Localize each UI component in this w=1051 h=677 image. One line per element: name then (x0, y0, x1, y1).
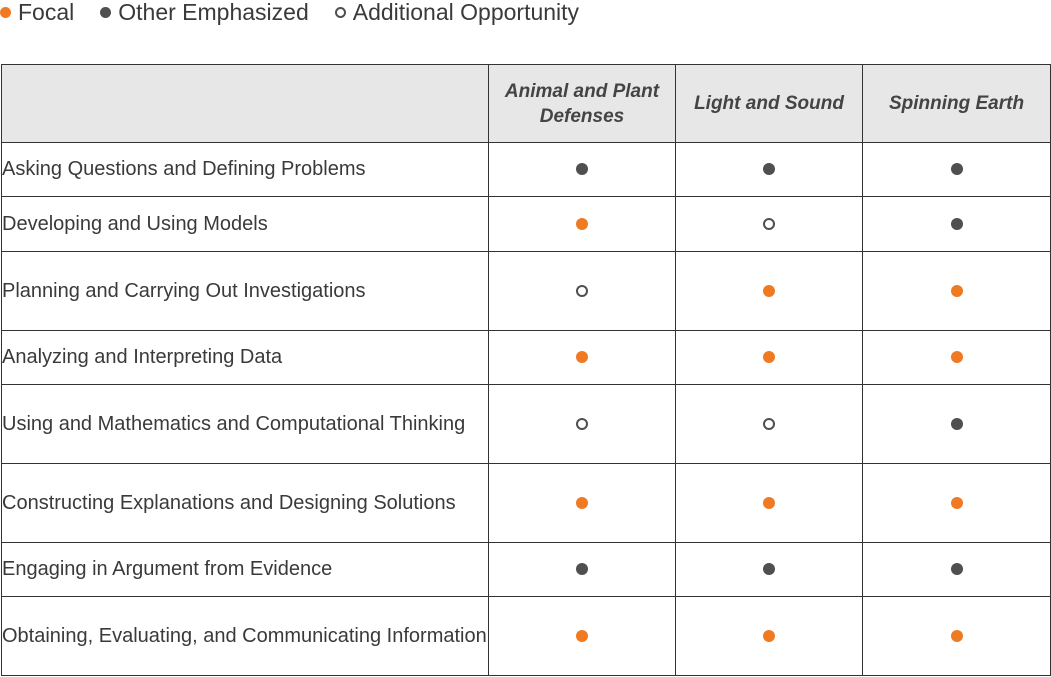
mark-cell (488, 251, 676, 331)
table-row: Obtaining, Evaluating, and Communicating… (1, 596, 1051, 676)
practice-label: Asking Questions and Defining Problems (1, 142, 489, 197)
mark-cell (862, 330, 1051, 385)
mark-cell (488, 596, 676, 676)
focal-dot-icon (576, 629, 588, 642)
emphasized-dot-icon (576, 563, 588, 576)
legend-label: Focal (18, 0, 75, 25)
legend-label: Other Emphasized (118, 0, 309, 25)
table-body: Asking Questions and Defining Problems De… (1, 142, 1051, 676)
mark-cell (675, 142, 863, 197)
focal-dot-icon (576, 496, 588, 509)
header-empty-cell (1, 64, 489, 143)
practice-label: Using and Mathematics and Computational … (1, 384, 489, 464)
emphasized-dot-icon (763, 563, 775, 576)
legend-item-other-emphasized: Other Emphasized (100, 0, 309, 26)
practice-label: Planning and Carrying Out Investigations (1, 251, 489, 331)
legend-item-additional-opportunity: Additional Opportunity (334, 0, 580, 26)
practice-label: Obtaining, Evaluating, and Communicating… (1, 596, 489, 676)
focal-dot-icon (950, 284, 963, 297)
focal-dot-icon (950, 496, 963, 509)
focal-dot-icon (763, 496, 775, 509)
mark-cell (675, 542, 863, 597)
emphasized-dot-icon (950, 563, 963, 576)
table-row: Engaging in Argument from Evidence (1, 542, 1051, 597)
open-circle-icon (763, 417, 775, 430)
open-circle-icon (576, 284, 588, 297)
practice-label: Constructing Explanations and Designing … (1, 463, 489, 543)
mark-cell (862, 384, 1051, 464)
focal-dot-icon (950, 629, 963, 642)
mark-cell (862, 196, 1051, 252)
table-row: Constructing Explanations and Designing … (1, 463, 1051, 543)
table-row: Developing and Using Models (1, 196, 1051, 252)
mark-cell (488, 542, 676, 597)
mark-cell (862, 596, 1051, 676)
emphasized-dot-icon (576, 163, 588, 176)
column-header: Light and Sound (675, 64, 863, 143)
emphasized-dot-icon (950, 217, 963, 230)
legend-item-focal: Focal (0, 0, 74, 26)
mark-cell (488, 463, 676, 543)
open-circle-icon (763, 217, 775, 230)
focal-dot-icon (763, 629, 775, 642)
emphasized-dot-icon (100, 6, 112, 18)
mark-cell (675, 463, 863, 543)
mark-cell (862, 463, 1051, 543)
column-header: Animal and Plant Defenses (488, 64, 676, 143)
table-row: Planning and Carrying Out Investigations (1, 251, 1051, 331)
open-circle-icon (576, 417, 588, 430)
mark-cell (675, 196, 863, 252)
focal-dot-icon (0, 6, 11, 18)
emphasized-dot-icon (950, 417, 963, 430)
header-row: Animal and Plant Defenses Light and Soun… (1, 64, 1051, 143)
table-row: Analyzing and Interpreting Data (1, 330, 1051, 385)
mark-cell (675, 384, 863, 464)
mark-cell (675, 596, 863, 676)
legend: Focal Other Emphasized Additional Opport… (0, 0, 605, 26)
open-circle-icon (334, 6, 346, 18)
mark-cell (675, 251, 863, 331)
mark-cell (488, 142, 676, 197)
mark-cell (862, 142, 1051, 197)
practice-label: Developing and Using Models (1, 196, 489, 252)
focal-dot-icon (576, 217, 588, 230)
mark-cell (488, 330, 676, 385)
emphasized-dot-icon (763, 163, 775, 176)
mark-cell (675, 330, 863, 385)
table-row: Using and Mathematics and Computational … (1, 384, 1051, 464)
focal-dot-icon (763, 284, 775, 297)
mark-cell (488, 196, 676, 252)
legend-label: Additional Opportunity (352, 0, 580, 25)
practice-label: Analyzing and Interpreting Data (1, 330, 489, 385)
focal-dot-icon (576, 351, 588, 364)
focal-dot-icon (763, 351, 775, 364)
mark-cell (488, 384, 676, 464)
practices-matrix-table: Animal and Plant Defenses Light and Soun… (1, 64, 1051, 676)
mark-cell (862, 251, 1051, 331)
table-row: Asking Questions and Defining Problems (1, 142, 1051, 197)
practice-label: Engaging in Argument from Evidence (1, 542, 489, 597)
emphasized-dot-icon (950, 163, 963, 176)
column-header: Spinning Earth (862, 64, 1051, 143)
mark-cell (862, 542, 1051, 597)
focal-dot-icon (950, 351, 963, 364)
